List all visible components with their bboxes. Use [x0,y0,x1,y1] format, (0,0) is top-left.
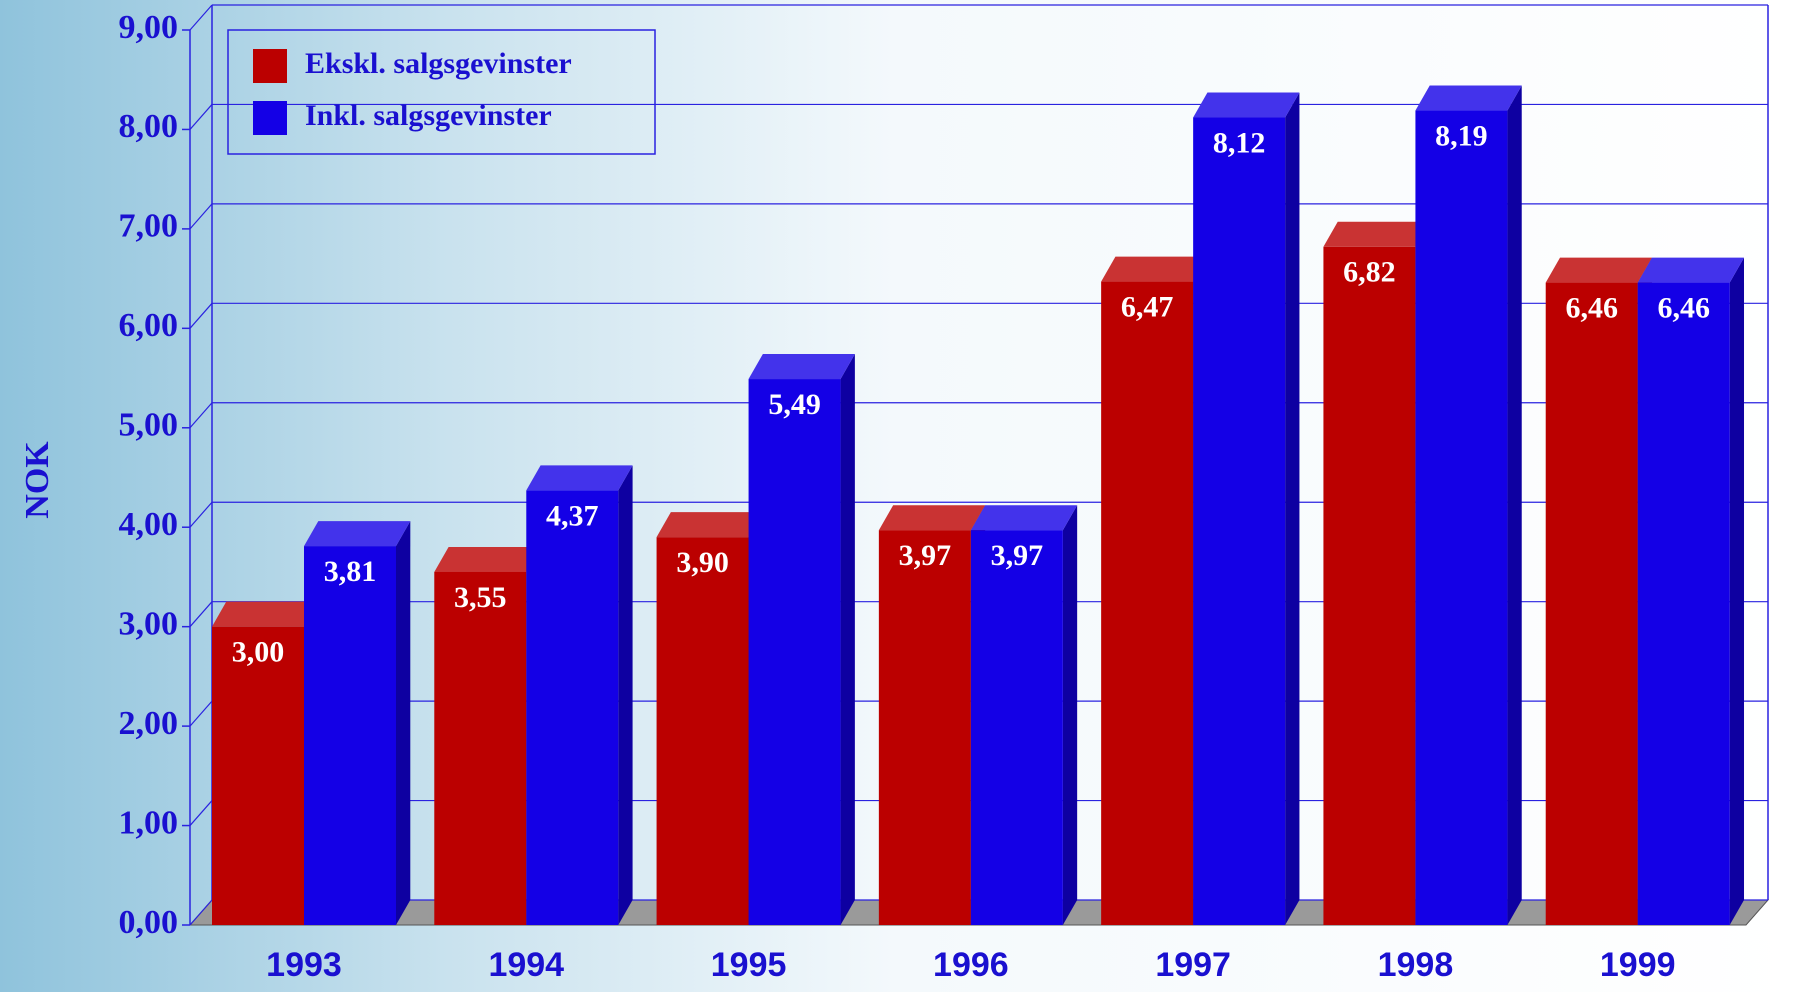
bar-top [1323,222,1429,247]
value-label: 3,90 [676,546,729,579]
x-tick-label: 1996 [933,946,1009,984]
bar-side [396,521,410,925]
page: {"chart_data": {"type": "bar3d", "ylabel… [0,0,1793,992]
bar-side [1730,258,1744,925]
bar [1101,282,1193,925]
y-tick-label: 1,00 [119,804,179,841]
bar-top [749,354,855,379]
legend-label: Inkl. salgsgevinster [305,99,552,132]
bar [1323,247,1415,925]
y-tick-label: 7,00 [119,208,179,245]
y-tick-label: 3,00 [119,605,179,642]
bar-top [212,602,318,627]
bar-top [1546,258,1652,283]
value-label: 3,00 [232,636,285,669]
bar-side [1507,86,1521,925]
bar-top [1638,258,1744,283]
x-tick-label: 1997 [1155,946,1231,984]
bar-top [1193,93,1299,118]
y-tick-label: 2,00 [119,705,179,742]
bar-top [1101,257,1207,282]
chart: NOK 0,00 1,00 2,00 3,00 4,00 5,00 6,00 7,00 8,00… [0,0,1793,992]
y-axis-label: NOK [19,441,56,519]
value-label: 3,81 [324,555,377,588]
bar [434,572,526,925]
bar [526,490,618,925]
y-tick-label: 9,00 [119,9,179,46]
bar [1546,283,1638,925]
x-tick-label: 1999 [1600,946,1676,984]
bar-side [841,354,855,925]
value-label: 6,82 [1343,256,1396,289]
bar [304,546,396,925]
bar-side [1285,93,1299,925]
x-tick-label: 1993 [266,946,342,984]
x-tick-label: 1995 [711,946,787,984]
value-label: 4,37 [546,499,599,532]
y-tick-label: 5,00 [119,407,179,444]
legend-label: Ekskl. salgsgevinster [305,47,572,80]
bar-side [1063,505,1077,925]
y-tick-label: 8,00 [119,108,179,145]
bar-top [434,547,540,572]
bar [971,530,1063,925]
value-label: 8,19 [1435,119,1488,152]
bar-top [1415,86,1521,111]
value-label: 3,97 [899,539,952,572]
x-tick-label: 1994 [488,946,564,984]
x-tick-label: 1998 [1378,946,1454,984]
bar [1193,118,1285,925]
bar [1415,111,1507,925]
value-label: 3,55 [454,581,507,614]
legend-swatch [253,101,287,135]
value-label: 6,46 [1565,291,1618,324]
bar-top [304,521,410,546]
y-tick-label: 4,00 [119,506,179,543]
value-label: 6,47 [1121,290,1174,323]
value-label: 5,49 [768,388,821,421]
legend-swatch [253,49,287,83]
bar [1638,283,1730,925]
y-tick-label: 6,00 [119,307,179,344]
bar-top [657,512,763,537]
value-label: 6,46 [1657,291,1710,324]
value-label: 3,97 [991,539,1044,572]
bar [749,379,841,925]
bar-top [971,505,1077,530]
y-tick-label: 0,00 [119,904,179,941]
bar-top [879,505,985,530]
bar [212,627,304,925]
value-label: 8,12 [1213,126,1266,159]
bar [879,530,971,925]
bar [657,537,749,925]
bar-side [618,465,632,925]
bar-top [526,465,632,490]
